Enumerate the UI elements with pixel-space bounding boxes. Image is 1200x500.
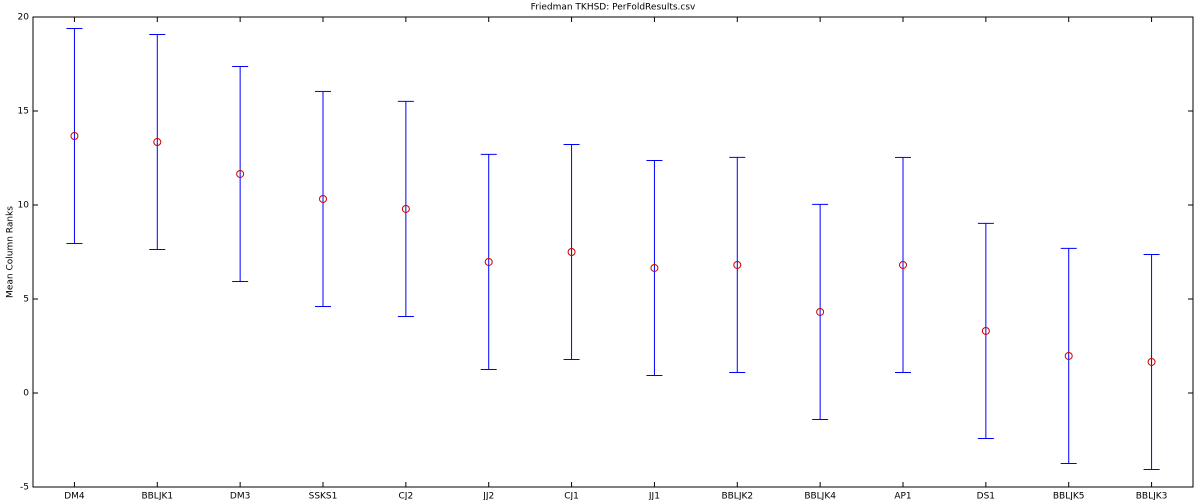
error-bar: [232, 65, 249, 283]
chart-title: Friedman TKHSD: PerFoldResults.csv: [531, 3, 696, 13]
mean-marker: [899, 260, 907, 269]
y-tick-label: 20: [18, 13, 30, 23]
mean-marker: [981, 326, 990, 335]
x-tick-label: CJ2: [399, 492, 414, 500]
error-bar: [729, 156, 746, 374]
error-bar: [812, 203, 829, 421]
mean-marker: [401, 204, 410, 213]
x-tick-label: DM3: [230, 492, 250, 500]
mean-marker: [733, 260, 742, 269]
mean-marker: [70, 132, 79, 141]
x-tick-label: DS1: [977, 492, 995, 500]
error-bar: [1143, 253, 1160, 471]
y-tick-label: 5: [23, 295, 29, 305]
error-bar: [480, 153, 497, 370]
mean-marker: [1147, 357, 1156, 366]
x-tick-label: BBLJK5: [1053, 492, 1085, 500]
y-tick-label: -5: [20, 483, 29, 493]
error-bar: [977, 222, 994, 439]
mean-marker: [153, 138, 162, 147]
mean-marker: [484, 257, 493, 266]
mean-marker: [567, 248, 576, 256]
x-tick-label: BBLJK4: [804, 492, 836, 500]
error-bar: [1060, 247, 1077, 464]
x-tick-label: BBLJK1: [141, 492, 173, 500]
y-tick-label: 10: [18, 201, 30, 211]
x-tick-label: JJ2: [482, 492, 494, 500]
mean-marker: [650, 263, 659, 272]
mean-marker: [816, 307, 825, 316]
error-bar: [895, 156, 911, 374]
y-axis-label: Mean Column Ranks: [6, 206, 16, 298]
y-tick-label: 15: [18, 107, 29, 117]
x-tick-label: JJ1: [648, 492, 660, 500]
x-tick-label: BBLJK3: [1136, 492, 1168, 500]
y-tick-label: 0: [23, 389, 29, 399]
mean-marker: [319, 194, 327, 203]
error-bar: [646, 159, 663, 377]
plot-frame: [32, 16, 1194, 488]
error-bar: [563, 143, 580, 361]
error-bar: [315, 90, 331, 308]
error-bar: [397, 100, 414, 317]
mean-marker: [236, 169, 245, 178]
x-tick-label: SSKS1: [309, 492, 338, 500]
x-tick-label: BBLJK2: [721, 492, 753, 500]
error-bar: [66, 27, 83, 245]
x-tick-label: DM4: [64, 492, 85, 500]
mean-marker: [1064, 351, 1073, 360]
x-tick-label: CJ1: [564, 492, 579, 500]
x-tick-label: AP1: [894, 492, 911, 500]
error-bar: [149, 33, 166, 251]
